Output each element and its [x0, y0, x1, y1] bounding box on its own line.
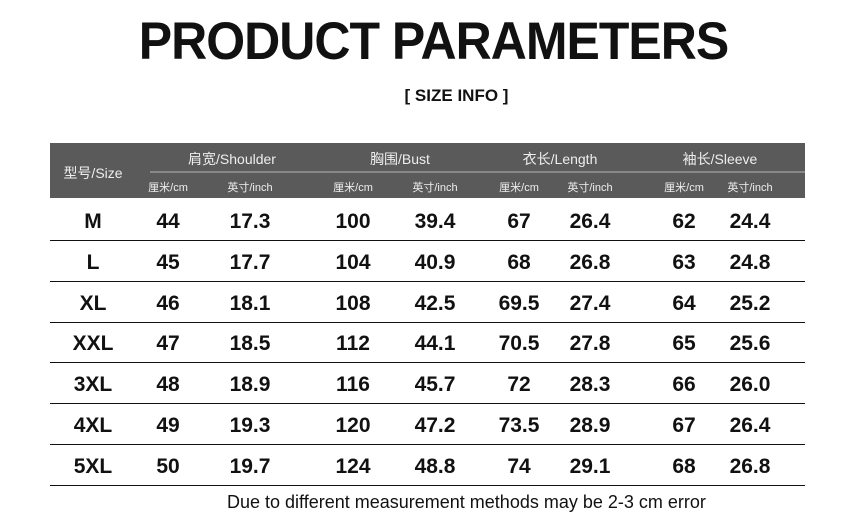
table-cell: 67 — [672, 414, 696, 437]
table-cell: 49 — [156, 414, 180, 437]
size-label: 3XL — [73, 373, 113, 397]
table-cell: 24.8 — [729, 250, 771, 274]
table-cell: 26.8 — [569, 250, 611, 274]
table-cell: 26.0 — [729, 373, 771, 397]
table-cell: 69.5 — [498, 291, 540, 315]
header-unit: 厘米/cm — [499, 182, 539, 194]
table-cell: 39.4 — [414, 210, 456, 233]
header-size: 型号/Size — [63, 165, 123, 181]
table-cell: 63 — [672, 250, 696, 274]
table-cell: 124 — [335, 454, 371, 478]
table-cell: 44.1 — [414, 332, 456, 356]
table-cell: 18.9 — [229, 373, 271, 397]
table-row: XXL 47 18.5 112 44.1 70.5 27.8 65 25.6 — [50, 322, 805, 364]
table-cell: 66 — [672, 373, 696, 397]
table-cell: 116 — [336, 373, 370, 397]
table-cell: 18.5 — [229, 332, 271, 356]
table-cell: 19.3 — [229, 414, 271, 437]
table-cell: 29.1 — [569, 454, 611, 478]
size-label: XXL — [72, 332, 114, 356]
header-unit: 英寸/inch — [227, 182, 273, 194]
table-cell: 44 — [156, 210, 180, 233]
table-cell: 100 — [335, 210, 371, 233]
header-unit: 英寸/inch — [567, 182, 613, 194]
table-cell: 46 — [156, 291, 180, 315]
table-cell: 62 — [672, 210, 696, 233]
header-unit: 厘米/cm — [148, 182, 188, 194]
table-cell: 42.5 — [414, 291, 456, 315]
table-cell: 25.2 — [729, 291, 771, 315]
size-label: 5XL — [73, 454, 113, 478]
table-cell: 50 — [156, 454, 180, 478]
table-cell: 64 — [672, 291, 696, 315]
table-cell: 74 — [507, 454, 531, 478]
table-cell: 68 — [507, 250, 531, 274]
measurement-note: Due to different measurement methods may… — [227, 492, 706, 512]
table-row: XL 46 18.1 108 42.5 69.5 27.4 64 25.2 — [50, 282, 805, 323]
table-cell: 28.3 — [569, 373, 611, 397]
table-cell: 112 — [336, 332, 370, 356]
header-group: 肩宽/Shoulder — [188, 151, 276, 167]
table-row: M 44 17.3 100 39.4 67 26.4 62 24.4 — [50, 200, 805, 241]
table-cell: 27.8 — [569, 332, 611, 356]
header-group: 袖长/Sleeve — [682, 151, 758, 167]
size-label: 4XL — [73, 414, 113, 437]
page-title: PRODUCT PARAMETERS — [138, 11, 729, 71]
table-row: L 45 17.7 104 40.9 68 26.8 63 24.8 — [50, 241, 805, 282]
header-group: 衣长/Length — [522, 151, 598, 167]
table-cell: 45.7 — [414, 373, 456, 397]
table-cell: 27.4 — [569, 291, 611, 315]
table-cell: 24.4 — [729, 210, 771, 233]
table-cell: 19.7 — [229, 454, 271, 478]
table-cell: 70.5 — [498, 332, 540, 356]
table-cell: 28.9 — [569, 414, 611, 437]
table-cell: 47 — [156, 332, 180, 356]
header-unit: 厘米/cm — [333, 182, 373, 194]
header-unit: 英寸/inch — [412, 182, 458, 194]
table-row: 5XL 50 19.7 124 48.8 74 29.1 68 26.8 — [50, 445, 805, 486]
table-cell: 48 — [156, 373, 180, 397]
size-label: XL — [79, 291, 107, 315]
table-cell: 72 — [507, 373, 531, 397]
table-cell: 17.7 — [229, 250, 271, 274]
table-cell: 45 — [156, 250, 180, 274]
table-cell: 73.5 — [498, 414, 540, 437]
table-row: 4XL 49 19.3 120 47.2 73.5 28.9 67 26.4 — [50, 404, 805, 445]
header-unit: 英寸/inch — [727, 182, 773, 194]
table-cell: 40.9 — [414, 250, 456, 274]
header-group: 胸围/Bust — [370, 151, 430, 167]
table-header: 型号/Size 肩宽/Shoulder 胸围/Bust 衣长/Length 袖长/Sl… — [50, 143, 805, 198]
table-cell: 26.4 — [569, 210, 611, 233]
subtitle: [ SIZE INFO ] — [404, 86, 509, 105]
table-cell: 18.1 — [229, 291, 271, 315]
table-cell: 26.4 — [729, 414, 771, 437]
table-cell: 65 — [672, 332, 696, 356]
table-cell: 104 — [335, 250, 371, 274]
table-cell: 108 — [335, 291, 371, 315]
table-cell: 48.8 — [414, 454, 456, 478]
table-cell: 47.2 — [414, 414, 456, 437]
header-divider — [150, 171, 805, 173]
size-label: M — [84, 210, 102, 233]
table-cell: 25.6 — [729, 332, 771, 356]
table-row: 3XL 48 18.9 116 45.7 72 28.3 66 26.0 — [50, 363, 805, 405]
table-cell: 17.3 — [229, 210, 271, 233]
header-unit: 厘米/cm — [664, 182, 704, 194]
table-cell: 26.8 — [729, 454, 771, 478]
table-cell: 68 — [672, 454, 696, 478]
size-label: L — [86, 250, 100, 274]
table-cell: 67 — [507, 210, 531, 233]
table-cell: 120 — [335, 414, 371, 437]
